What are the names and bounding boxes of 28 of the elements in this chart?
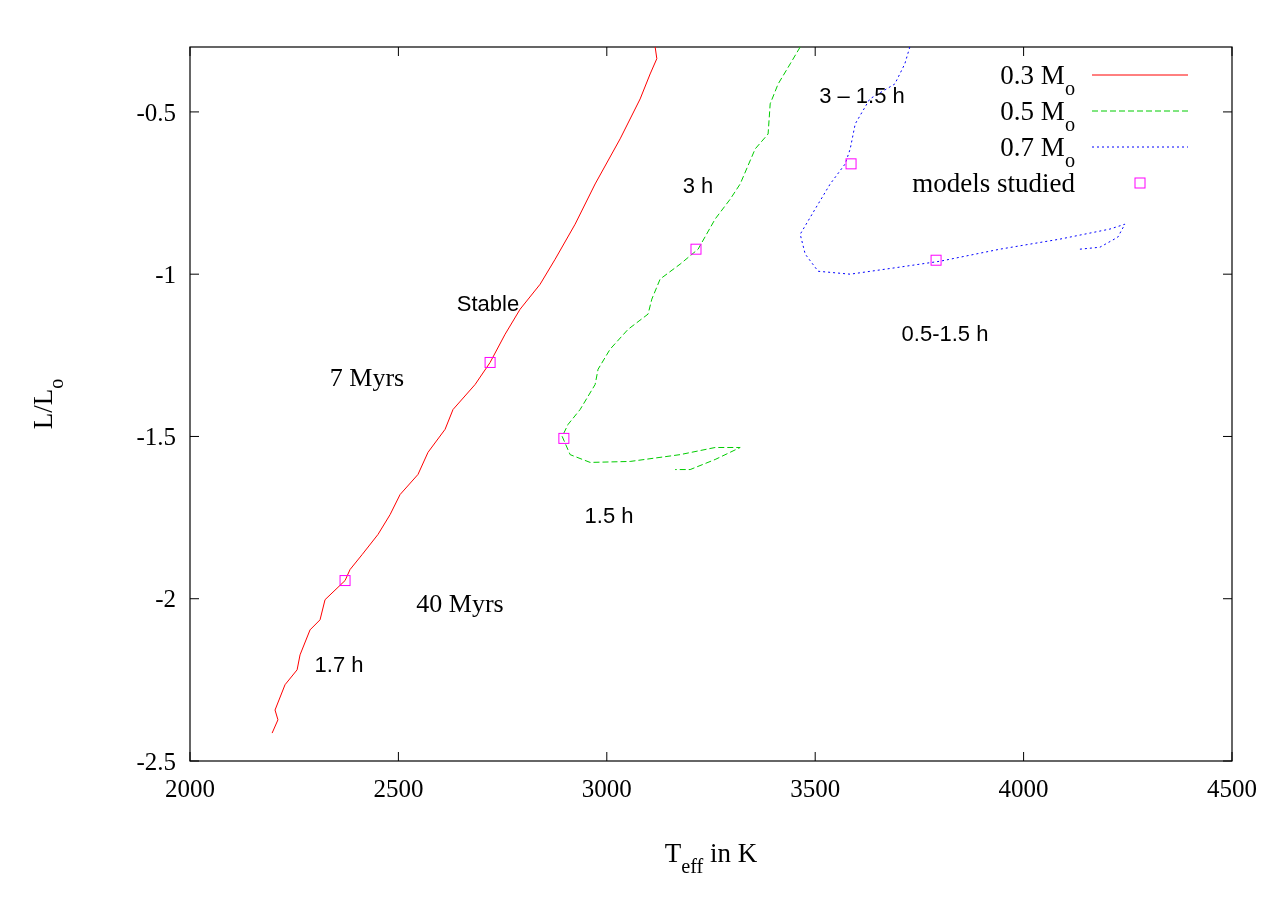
y-tick-label: -0.5 [136,98,176,126]
point [690,243,702,255]
point [484,356,496,368]
line-series [799,47,1126,275]
annotation: 0.5-1.5 h [901,320,989,346]
point [845,158,857,170]
x-axis-title: T$_{eff}$ in K [664,838,758,877]
point [930,254,942,266]
y-tick-label: -2 [155,585,176,613]
annotation: 3 h [682,172,714,198]
annotation: 3 – 1.5 h [819,82,905,108]
annotation: 1.7 h [314,651,364,677]
x-tick-label: 2000 [165,775,215,802]
annotation: 7 Myrs [329,363,405,393]
y-tick-label: -2.5 [136,747,176,775]
x-tick-label: 2500 [373,775,424,802]
annotation: 1.5 h [584,502,634,528]
x-tick-label: 3000 [581,775,632,802]
y-tick-label: -1 [155,260,176,288]
y-tick-label: -1.5 [136,423,176,451]
x-tick-label: 3500 [790,775,841,802]
x-tick-label: 4000 [998,775,1049,802]
annotation: Stable [456,290,520,316]
line-series [271,47,658,734]
point [558,432,570,444]
x-tick-label: 4500 [1207,775,1257,802]
point [339,575,351,587]
annotation: 40 Myrs [416,589,504,619]
